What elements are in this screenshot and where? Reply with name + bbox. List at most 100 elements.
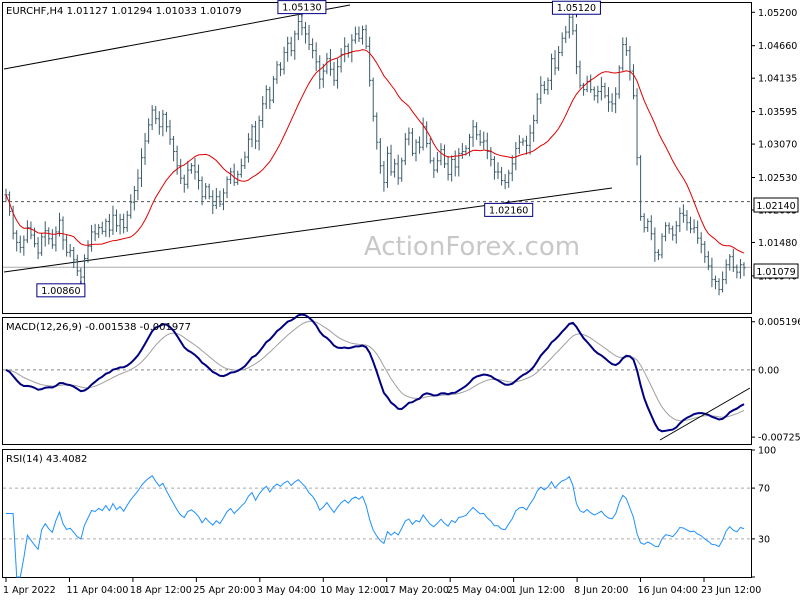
price-bar	[186, 160, 190, 189]
price-bar	[471, 119, 475, 147]
x-tick-label: 3 May 04:00	[257, 585, 316, 596]
price-bar	[368, 36, 372, 87]
price-bar	[328, 48, 332, 76]
price-bar	[336, 58, 340, 89]
price-bar	[115, 209, 119, 232]
price-bar	[485, 132, 489, 160]
price-bar	[179, 158, 183, 185]
macd-panel: MACD(12,26,9) -0.001538 -0.001977 0.0051…	[2, 313, 800, 445]
svg-text:1.05130: 1.05130	[282, 3, 321, 14]
x-tick-label: 8 Jun 20:00	[574, 585, 628, 596]
price-bar	[689, 216, 693, 234]
price-bar	[578, 60, 582, 89]
price-bar	[653, 227, 657, 262]
price-bar	[418, 136, 422, 154]
price-bar	[735, 264, 739, 279]
price-bar	[721, 271, 725, 293]
price-bar	[592, 86, 596, 101]
price-bar	[382, 160, 386, 192]
price-bar	[539, 76, 543, 104]
price-bar	[357, 26, 361, 42]
price-bar	[168, 119, 172, 145]
level-line-label: 1.02140	[753, 197, 799, 213]
price-bar	[567, 12, 571, 39]
price-bar	[738, 258, 742, 279]
macd-tick-label: -0.007259	[758, 433, 800, 444]
price-bar	[229, 167, 233, 185]
price-bar	[353, 26, 357, 44]
macd-signal-line	[5, 320, 745, 422]
price-bar	[43, 221, 47, 247]
price-bar	[18, 235, 22, 253]
price-bar	[410, 128, 414, 157]
price-bar	[646, 218, 650, 232]
price-bar	[139, 148, 143, 187]
price-bar	[218, 190, 222, 207]
price-bar	[143, 132, 147, 165]
price-bar	[546, 77, 550, 95]
price-bar	[125, 210, 129, 232]
price-bar	[425, 121, 429, 148]
price-bar	[685, 210, 689, 231]
price-bar	[72, 246, 76, 268]
price-bar	[147, 118, 151, 144]
price-annotation: 1.02160	[484, 200, 534, 217]
price-bar	[36, 237, 40, 260]
price-bar	[432, 157, 436, 178]
price-bar	[311, 38, 315, 59]
price-bar	[303, 21, 307, 44]
price-bar	[614, 87, 618, 114]
price-bar	[496, 162, 500, 179]
price-bar	[271, 76, 275, 104]
price-bar	[610, 93, 614, 112]
price-bar	[681, 204, 685, 223]
price-bar	[261, 96, 265, 128]
x-axis: 1 Apr 2022 11 Apr 04:00 18 Apr 12:00 25 Apr…	[3, 578, 761, 596]
price-bar	[104, 218, 108, 237]
price-bar	[111, 205, 115, 235]
price-bar	[617, 65, 621, 99]
price-bar	[710, 257, 714, 288]
price-bar	[400, 157, 404, 182]
price-bar	[450, 155, 454, 182]
price-bar	[696, 220, 700, 244]
price-tick-label: 1.04135	[758, 74, 797, 85]
price-bar	[275, 61, 279, 84]
price-bar	[742, 262, 746, 277]
price-bar	[532, 114, 536, 142]
rsi-tick-label: 70	[758, 484, 770, 495]
price-bar	[293, 30, 297, 60]
price-bar	[339, 48, 343, 73]
price-bar	[289, 36, 293, 57]
price-bar	[599, 76, 603, 101]
price-bar	[189, 163, 193, 174]
price-bar	[414, 139, 418, 162]
price-bar	[557, 46, 561, 71]
price-tick-label: 1.05200	[758, 8, 797, 19]
price-bar	[57, 212, 61, 237]
price-bar	[268, 86, 272, 110]
price-tick-label: 1.02530	[758, 173, 797, 184]
price-bar	[656, 249, 660, 260]
price-bar	[40, 233, 44, 256]
price-bar	[478, 129, 482, 146]
rsi-tick-label: 100	[758, 446, 776, 457]
price-bar	[378, 138, 382, 174]
price-bar	[197, 164, 201, 190]
price-bar	[385, 146, 389, 188]
price-panel: ActionForex.com 1.00860 1.05130 1.02160 1.0…	[2, 0, 799, 314]
price-bar	[361, 25, 365, 45]
price-bar	[296, 14, 300, 41]
price-bar	[428, 138, 432, 164]
price-bar	[639, 155, 643, 221]
price-bar	[503, 173, 507, 190]
x-tick-label: 16 Jun 04:00	[638, 585, 698, 596]
price-bar	[211, 190, 215, 214]
price-bar	[396, 154, 400, 185]
price-bar	[528, 124, 532, 155]
price-bar	[286, 36, 290, 62]
price-bar	[118, 213, 122, 235]
price-bar	[122, 213, 126, 234]
price-bar	[129, 194, 133, 219]
